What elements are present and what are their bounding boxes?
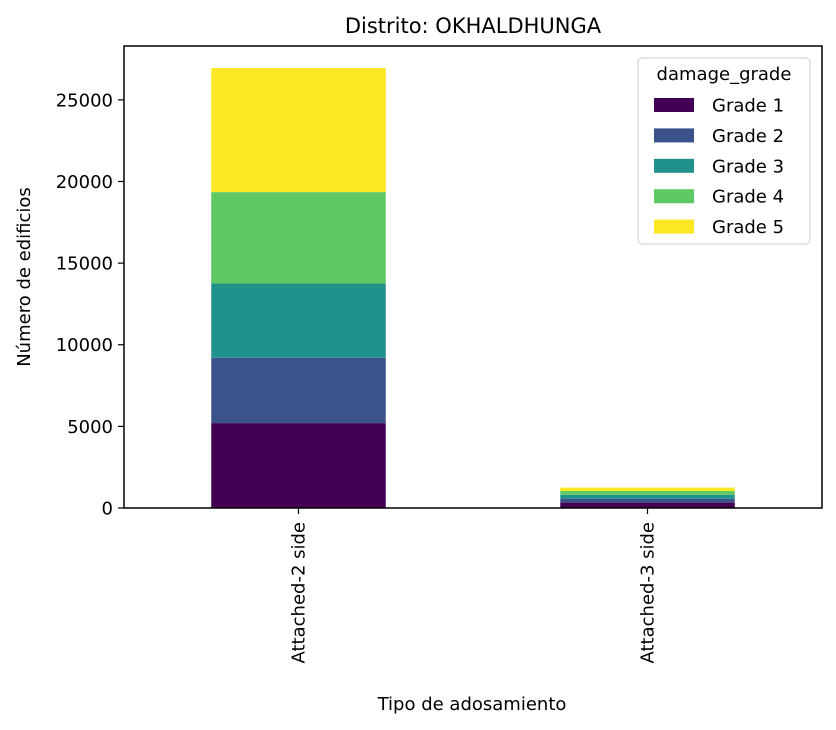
bar-segment-grade-1-attached-2-side xyxy=(211,423,386,508)
legend-swatch xyxy=(654,98,694,112)
x-tick-label: Attached-2 side xyxy=(289,522,310,664)
legend-label: Grade 1 xyxy=(712,96,784,117)
bar-segment-grade-4-attached-3-side xyxy=(560,491,735,495)
y-tick-label: 20000 xyxy=(56,172,113,193)
legend-label: Grade 3 xyxy=(712,156,784,177)
y-tick-label: 5000 xyxy=(67,417,113,438)
x-axis-label: Tipo de adosamiento xyxy=(377,694,567,715)
legend-swatch xyxy=(654,189,694,204)
x-tick-label: Attached-3 side xyxy=(638,522,659,664)
plot-area xyxy=(211,68,735,508)
bar-segment-grade-2-attached-2-side xyxy=(211,357,386,424)
legend-box xyxy=(637,57,811,245)
bar-segment-grade-5-attached-2-side xyxy=(211,68,386,193)
legend-swatch xyxy=(654,219,694,234)
y-tick-label: 25000 xyxy=(56,90,113,111)
bar-segment-grade-4-attached-2-side xyxy=(211,192,386,284)
bar-segment-grade-1-attached-3-side xyxy=(560,502,735,508)
y-tick-label: 10000 xyxy=(56,335,113,356)
legend: damage_grade Grade 1 Grade 2 Grade 3 Grade 4… xyxy=(637,57,811,245)
x-axis: Attached-2 side Attached-3 side xyxy=(289,508,659,664)
y-axis-label: Número de edificios xyxy=(14,187,35,367)
bar-segment-grade-3-attached-3-side xyxy=(560,494,735,499)
bar-segment-grade-2-attached-3-side xyxy=(560,498,735,503)
y-axis: 0 5000 10000 15000 20000 25000 xyxy=(56,90,124,520)
legend-swatch xyxy=(654,128,694,143)
legend-label: Grade 2 xyxy=(712,126,784,147)
y-tick-label: 15000 xyxy=(56,254,113,275)
legend-label: Grade 4 xyxy=(712,187,784,208)
legend-title: damage_grade xyxy=(657,64,792,85)
plot-frame xyxy=(123,45,823,509)
bar-segment-grade-3-attached-2-side xyxy=(211,283,386,358)
chart-title: Distrito: OKHALDHUNGA xyxy=(345,14,602,38)
legend-swatch xyxy=(654,158,694,173)
bar-segment-grade-5-attached-3-side xyxy=(560,487,735,492)
legend-label: Grade 5 xyxy=(712,217,784,238)
y-tick-label: 0 xyxy=(102,499,113,520)
